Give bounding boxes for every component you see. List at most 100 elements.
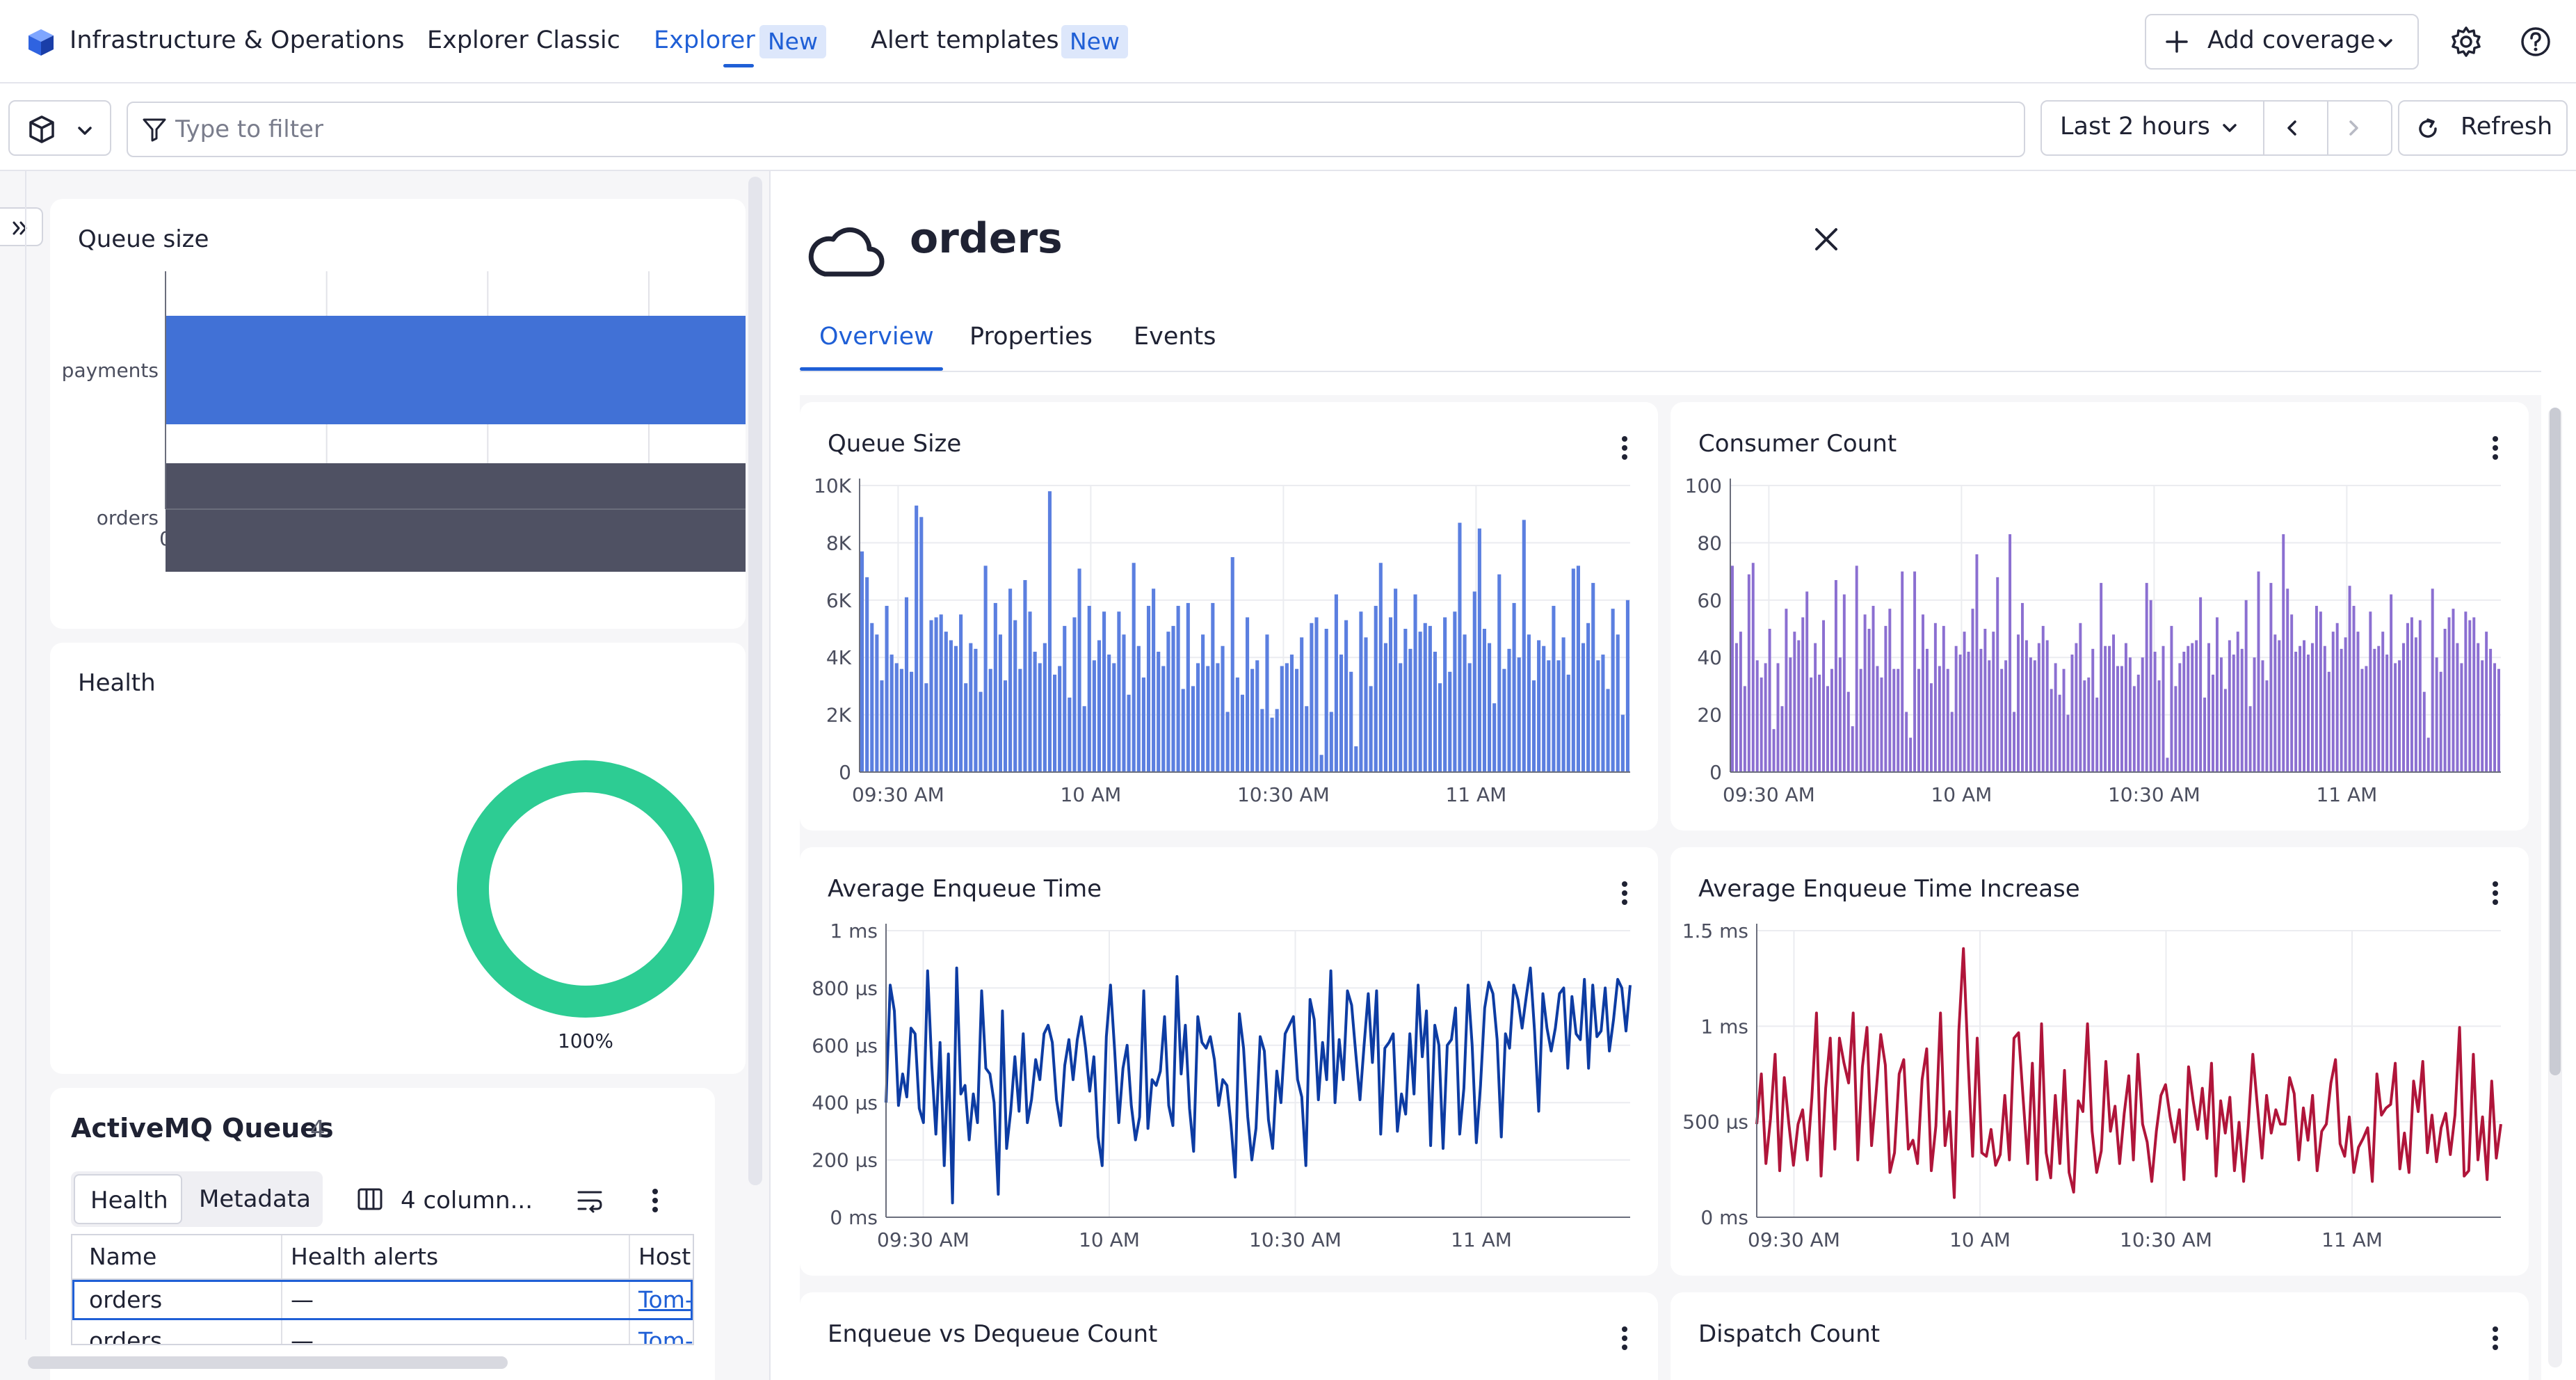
bar — [2381, 632, 2385, 772]
bar — [2232, 655, 2235, 772]
bar — [2468, 620, 2472, 772]
add-coverage-button[interactable]: Add coverage — [2145, 14, 2419, 70]
filter-input[interactable] — [175, 111, 1983, 147]
y-tick-label: payments — [62, 359, 159, 382]
time-range-selector[interactable]: Last 2 hours — [2042, 102, 2263, 154]
dispatch-count-chart-card: Dispatch Count — [1671, 1292, 2529, 1380]
bar — [2149, 600, 2152, 772]
new-badge: New — [759, 25, 826, 58]
more-options-icon[interactable] — [1609, 878, 1640, 908]
seg-metadata[interactable]: Metadata — [199, 1185, 312, 1213]
tab-explorer-classic[interactable]: Explorer Classic — [427, 26, 620, 54]
table-row[interactable]: orders — Tom- — [72, 1280, 693, 1320]
bar — [1492, 703, 1497, 772]
bar — [1975, 554, 1979, 772]
bar — [1448, 671, 1452, 772]
bar — [1743, 686, 1746, 772]
bar — [1141, 677, 1145, 772]
bar — [979, 691, 983, 772]
cell-alerts: — — [291, 1327, 314, 1345]
bar — [2228, 640, 2231, 772]
bar — [2017, 634, 2020, 772]
bar — [1295, 668, 1299, 772]
bar — [2124, 643, 2127, 772]
bar — [2009, 534, 2012, 772]
tab-events[interactable]: Events — [1134, 323, 1216, 351]
more-options-icon[interactable] — [1609, 1323, 1640, 1354]
bar — [1601, 655, 1605, 772]
bar — [1929, 683, 1933, 772]
bar — [2303, 640, 2306, 772]
bar — [2116, 666, 2119, 772]
filter-box[interactable] — [127, 102, 2025, 157]
column-header-host[interactable]: Host — [638, 1243, 691, 1270]
bar — [1136, 645, 1141, 772]
bar — [2091, 648, 2095, 772]
bar — [2452, 609, 2455, 772]
more-options-icon[interactable] — [1609, 433, 1640, 463]
more-options-icon[interactable] — [2480, 433, 2511, 463]
entity-name: orders — [910, 214, 1063, 263]
entity-type-selector[interactable] — [8, 100, 111, 156]
bar — [1374, 606, 1378, 772]
column-header-name[interactable]: Name — [89, 1243, 157, 1270]
average-enqueue-time-line-chart: 0 ms 200 μs 400 μs 600 μs 800 μs 1 ms 09:30 AM… — [812, 920, 1632, 1251]
tab-properties[interactable]: Properties — [969, 323, 1093, 351]
more-options-icon[interactable] — [2480, 1323, 2511, 1354]
close-icon[interactable] — [1811, 224, 1842, 255]
active-tab-indicator — [800, 367, 943, 371]
wrap-text-icon[interactable] — [574, 1185, 605, 1216]
bar — [2286, 588, 2289, 772]
bar — [1620, 714, 1625, 772]
detail-scrollbar-track[interactable] — [2548, 408, 2562, 1367]
cloud-icon — [808, 227, 885, 277]
columns-button[interactable]: 4 column... — [356, 1182, 593, 1217]
bar — [1556, 660, 1561, 772]
chevron-right-icon[interactable] — [2342, 117, 2365, 139]
bar — [1897, 668, 1900, 772]
vertical-scrollbar[interactable] — [748, 177, 762, 1185]
horizontal-scrollbar[interactable] — [28, 1356, 508, 1369]
cell-host-link[interactable]: Tom- — [638, 1286, 693, 1313]
x-tick-label: 11 AM — [1445, 783, 1506, 806]
table-row[interactable]: orders — Tom- — [72, 1320, 693, 1345]
bar — [2485, 632, 2488, 772]
chevron-left-icon[interactable] — [2281, 117, 2303, 139]
bar — [2132, 686, 2136, 772]
refresh-button[interactable]: Refresh — [2398, 100, 2568, 156]
gear-icon[interactable] — [2449, 25, 2483, 58]
bar — [2054, 663, 2057, 772]
more-options-icon[interactable] — [2480, 878, 2511, 908]
bar — [949, 640, 953, 772]
seg-health[interactable]: Health — [74, 1174, 182, 1224]
bar — [1394, 588, 1398, 772]
chevron-down-icon — [78, 127, 92, 135]
bar — [1102, 611, 1106, 772]
bar — [1838, 657, 1842, 772]
bar — [1537, 640, 1541, 772]
expand-sidebar-button[interactable] — [0, 207, 43, 246]
detail-scrollbar-thumb[interactable] — [2550, 408, 2561, 1075]
tabs-divider — [800, 371, 2541, 372]
tab-explorer[interactable]: Explorer — [654, 26, 755, 54]
bar — [1132, 563, 1136, 772]
bar — [1477, 528, 1481, 772]
bar — [1225, 712, 1230, 772]
chart-title: Consumer Count — [1698, 430, 1897, 458]
bar — [2207, 643, 2211, 772]
bar — [2166, 757, 2169, 772]
y-tick-label: 4K — [826, 646, 852, 669]
cell-host-link[interactable]: Tom- — [638, 1327, 693, 1345]
bar — [1901, 571, 1904, 772]
tab-alert-templates[interactable]: Alert templates — [871, 26, 1059, 54]
tab-overview[interactable]: Overview — [819, 323, 934, 351]
queue-size-card: Queue size 01K2K3Kpaymentsorders — [50, 199, 746, 629]
bar — [1423, 623, 1427, 772]
bar — [944, 632, 948, 772]
more-options-icon[interactable] — [640, 1185, 670, 1216]
help-icon[interactable] — [2519, 25, 2552, 58]
bar — [1181, 689, 1185, 772]
bar — [1028, 611, 1032, 772]
bar — [2385, 655, 2389, 772]
column-header-health-alerts[interactable]: Health alerts — [291, 1243, 439, 1270]
